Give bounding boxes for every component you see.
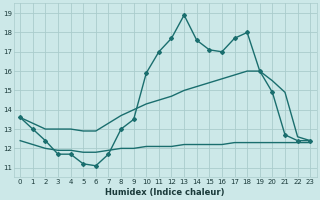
X-axis label: Humidex (Indice chaleur): Humidex (Indice chaleur) [106, 188, 225, 197]
